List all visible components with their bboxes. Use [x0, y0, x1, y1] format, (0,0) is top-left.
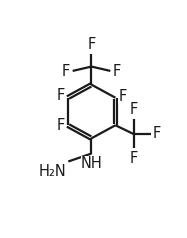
- Text: F: F: [56, 119, 65, 134]
- Text: F: F: [113, 64, 121, 79]
- Text: H₂N: H₂N: [38, 164, 66, 179]
- Text: F: F: [62, 64, 70, 79]
- Text: F: F: [118, 89, 127, 104]
- Text: NH: NH: [81, 156, 102, 171]
- Text: F: F: [129, 151, 138, 166]
- Text: F: F: [87, 37, 96, 52]
- Text: F: F: [56, 88, 65, 103]
- Text: F: F: [129, 102, 138, 117]
- Text: F: F: [153, 126, 161, 141]
